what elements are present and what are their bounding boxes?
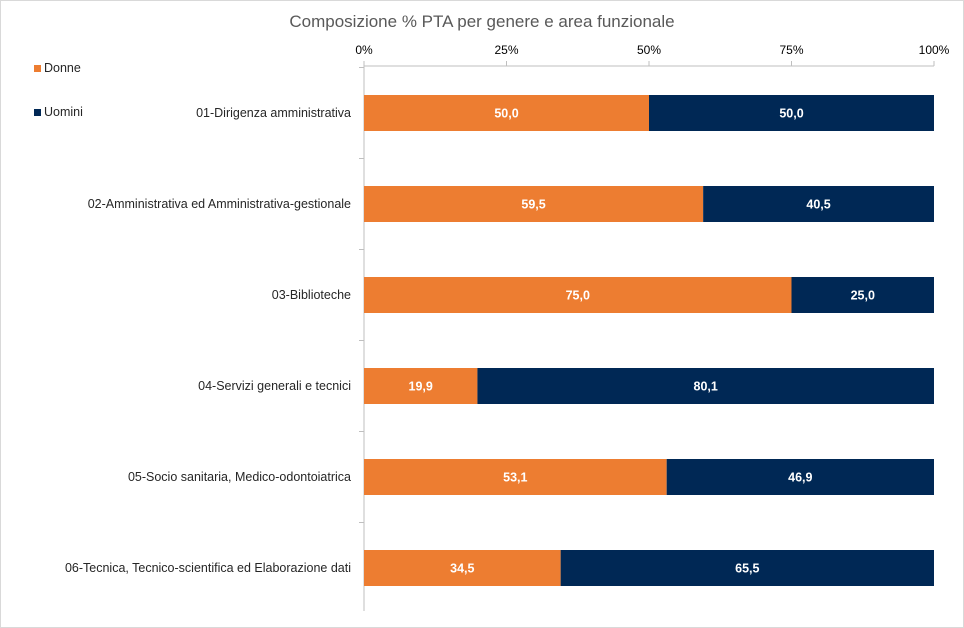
data-label-uomini: 65,5 bbox=[735, 562, 759, 576]
category-label: 06-Tecnica, Tecnico-scientifica ed Elabo… bbox=[65, 561, 351, 575]
bar-uomini bbox=[666, 459, 934, 495]
data-label-uomini: 46,9 bbox=[788, 471, 812, 485]
legend-swatch-donne bbox=[34, 65, 41, 72]
bar-uomini bbox=[649, 95, 934, 131]
data-label-donne: 50,0 bbox=[494, 107, 518, 121]
legend-label-uomini: Uomini bbox=[44, 105, 83, 119]
data-label-donne: 59,5 bbox=[521, 198, 545, 212]
bars: 50,0 50,0 59,5 40,5 75,0 25,0 19,9 80,1 53,1 46,9… bbox=[364, 95, 934, 586]
data-label-donne: 75,0 bbox=[566, 289, 590, 303]
legend: Donne Uomini bbox=[34, 61, 83, 119]
legend-label-donne: Donne bbox=[44, 61, 81, 75]
bar-uomini bbox=[560, 550, 934, 586]
category-label: 03-Biblioteche bbox=[272, 288, 351, 302]
x-tick-label: 100% bbox=[919, 43, 950, 57]
bar-donne bbox=[364, 277, 792, 313]
category-labels: 01-Dirigenza amministrativa 02-Amministra… bbox=[65, 106, 351, 575]
category-label: 05-Socio sanitaria, Medico-odontoiatrica bbox=[128, 470, 351, 484]
chart-title: Composizione % PTA per genere e area fun… bbox=[289, 12, 674, 31]
bar-donne bbox=[364, 186, 704, 222]
x-tick-label: 75% bbox=[779, 43, 803, 57]
data-label-donne: 19,9 bbox=[409, 380, 433, 394]
data-label-donne: 34,5 bbox=[450, 562, 474, 576]
data-label-uomini: 25,0 bbox=[851, 289, 875, 303]
category-label: 01-Dirigenza amministrativa bbox=[196, 106, 351, 120]
x-tick-label: 25% bbox=[494, 43, 518, 57]
category-label: 04-Servizi generali e tecnici bbox=[198, 379, 351, 393]
data-label-uomini: 80,1 bbox=[694, 380, 718, 394]
data-label-donne: 53,1 bbox=[503, 471, 527, 485]
bar-uomini bbox=[477, 368, 934, 404]
data-label-uomini: 50,0 bbox=[779, 107, 803, 121]
bar-donne bbox=[364, 368, 478, 404]
x-tick-label: 0% bbox=[355, 43, 373, 57]
category-label: 02-Amministrativa ed Amministrativa-gest… bbox=[88, 197, 351, 211]
bar-uomini bbox=[791, 277, 934, 313]
x-axis: 0% 25% 50% 75% 100% bbox=[355, 43, 950, 611]
bar-donne bbox=[364, 550, 561, 586]
legend-swatch-uomini bbox=[34, 109, 41, 116]
bar-donne bbox=[364, 95, 649, 131]
x-tick-label: 50% bbox=[637, 43, 661, 57]
bar-uomini bbox=[703, 186, 934, 222]
data-label-uomini: 40,5 bbox=[806, 198, 830, 212]
bar-donne bbox=[364, 459, 667, 495]
